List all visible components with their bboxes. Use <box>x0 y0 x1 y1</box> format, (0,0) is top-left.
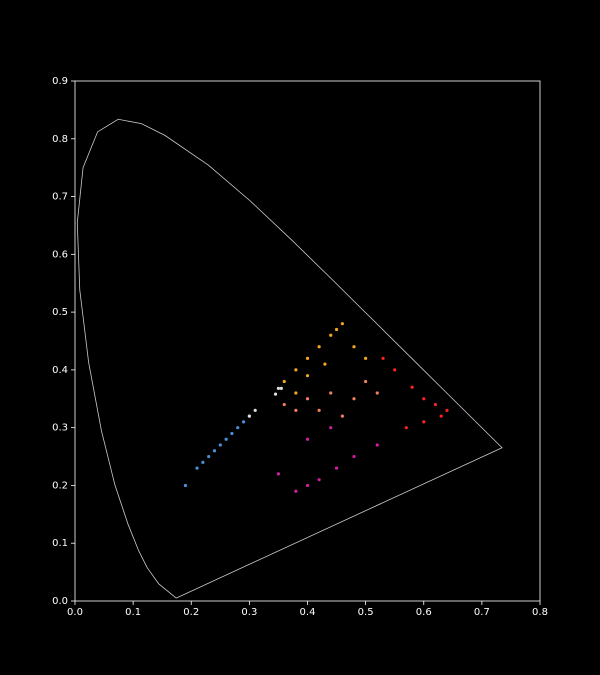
point <box>276 386 281 390</box>
point <box>364 379 368 384</box>
point <box>334 466 339 470</box>
point <box>439 414 443 418</box>
y-tick-label: 0.1 <box>52 538 68 549</box>
spectral-locus <box>76 118 503 599</box>
point <box>352 397 356 401</box>
y-tick-label: 0.8 <box>52 134 68 145</box>
point <box>422 397 426 401</box>
point <box>352 454 356 459</box>
point <box>340 414 344 418</box>
point <box>218 443 222 447</box>
point <box>329 426 333 430</box>
point <box>352 345 356 349</box>
point <box>294 368 298 372</box>
x-tick-label: 0.4 <box>300 607 316 618</box>
point <box>317 408 321 412</box>
point <box>305 483 310 488</box>
y-tick-label: 0.9 <box>52 76 68 87</box>
point <box>317 345 321 349</box>
point <box>230 431 234 436</box>
point <box>279 386 283 390</box>
point <box>276 472 281 476</box>
point <box>334 327 339 332</box>
point <box>329 333 333 337</box>
y-tick-label: 0.4 <box>52 365 68 376</box>
point <box>317 478 321 482</box>
y-tick-label: 0.3 <box>52 423 68 434</box>
y-tick-label: 0.2 <box>52 480 68 491</box>
point <box>201 460 205 464</box>
point <box>207 454 211 459</box>
y-tick-label: 0.7 <box>52 192 68 203</box>
x-tick-label: 0.8 <box>532 607 548 618</box>
point <box>253 408 257 412</box>
point <box>305 356 310 360</box>
point <box>340 322 344 326</box>
x-tick-label: 0.1 <box>125 607 141 618</box>
y-tick-label: 0.6 <box>52 249 68 260</box>
x-tick-label: 0.2 <box>183 607 199 618</box>
point <box>323 362 327 366</box>
point <box>329 391 333 395</box>
point <box>195 466 199 470</box>
y-tick-label: 0.0 <box>52 596 68 607</box>
point <box>294 489 298 493</box>
x-tick-label: 0.6 <box>416 607 432 618</box>
point <box>364 356 368 360</box>
point <box>273 392 278 396</box>
point <box>212 449 217 453</box>
point <box>305 397 310 401</box>
point <box>183 483 188 488</box>
y-tick-label: 0.5 <box>52 307 68 318</box>
x-tick-label: 0.7 <box>474 607 490 618</box>
point <box>410 385 414 389</box>
x-tick-label: 0.0 <box>67 607 83 618</box>
point <box>294 408 298 412</box>
x-tick-label: 0.5 <box>358 607 374 618</box>
point <box>294 391 298 395</box>
x-tick-label: 0.3 <box>241 607 257 618</box>
point <box>404 426 408 430</box>
point <box>433 402 437 407</box>
point <box>224 437 228 441</box>
point <box>445 408 449 412</box>
point <box>375 391 379 395</box>
point <box>393 368 397 372</box>
point <box>305 437 310 441</box>
point <box>282 379 286 384</box>
point <box>236 426 240 430</box>
point <box>305 374 310 378</box>
point <box>241 420 246 424</box>
point <box>375 443 379 447</box>
point <box>282 402 286 407</box>
point <box>247 414 251 418</box>
point <box>422 420 426 424</box>
plot-frame <box>74 80 541 602</box>
point <box>381 356 385 360</box>
